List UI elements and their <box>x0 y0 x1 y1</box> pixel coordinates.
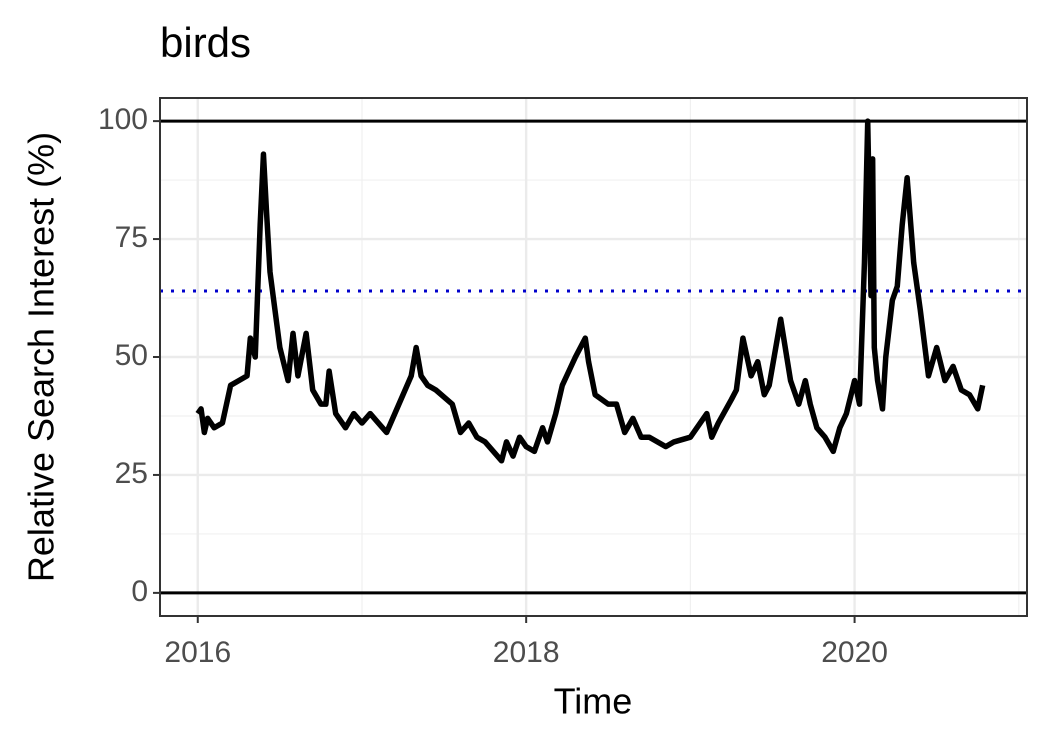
panel-border <box>159 97 1028 617</box>
y-tick-label: 0 <box>131 575 148 608</box>
data-line <box>195 118 986 464</box>
x-tick-label: 2020 <box>821 636 888 669</box>
y-tick-label: 25 <box>115 457 148 490</box>
x-tick-label: 2016 <box>164 636 231 669</box>
y-tick-label: 50 <box>115 339 148 372</box>
chart-title: birds <box>160 19 251 66</box>
x-axis-label: Time <box>554 681 633 722</box>
y-tick-label: 100 <box>98 103 148 136</box>
y-axis-label: Relative Search Interest (%) <box>21 132 62 582</box>
x-tick-label: 2018 <box>493 636 560 669</box>
y-tick-label: 75 <box>115 221 148 254</box>
